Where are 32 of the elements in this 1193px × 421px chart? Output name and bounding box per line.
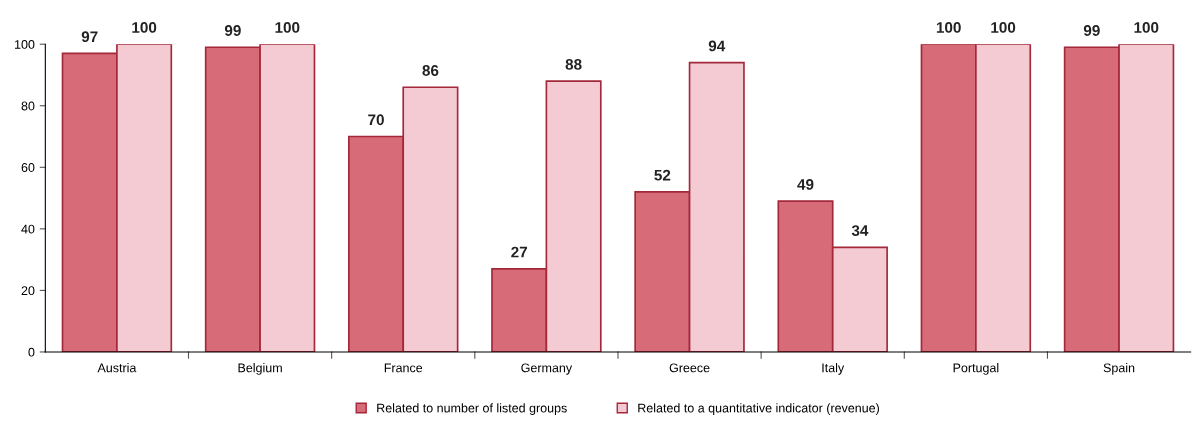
data-label: 49: [797, 178, 814, 190]
data-label: 100: [275, 22, 300, 33]
x-tick-label: Germany: [521, 363, 573, 375]
data-label: 100: [991, 22, 1016, 33]
data-label: 100: [1134, 22, 1159, 33]
x-tick-label: Belgium: [238, 363, 282, 375]
x-tick-label: Greece: [669, 363, 710, 373]
data-label: 100: [936, 22, 961, 33]
data-label: 97: [81, 31, 98, 43]
x-tick-label: France: [384, 363, 423, 373]
data-label: 88: [565, 58, 582, 70]
y-tick-label: 80: [21, 101, 35, 111]
y-tick-label: 100: [15, 40, 35, 49]
y-tick-label: 40: [21, 224, 35, 234]
data-label: 94: [708, 40, 726, 52]
data-label: 52: [654, 169, 671, 181]
data-label: 70: [368, 114, 384, 126]
legend-label: Related to a quantitative indicator (revenue): [638, 403, 879, 415]
data-label: 34: [851, 225, 869, 236]
data-label: 99: [224, 25, 241, 36]
y-tick-label: 0: [28, 347, 35, 357]
data-label: 86: [422, 65, 439, 76]
x-tick-label: Spain: [1103, 363, 1135, 375]
y-tick-label: 60: [21, 163, 35, 172]
data-label: 100: [132, 22, 157, 33]
y-tick-label: 20: [21, 286, 35, 296]
data-label: 27: [511, 246, 528, 258]
x-tick-label: Portugal: [953, 363, 999, 375]
data-label: 99: [1083, 25, 1100, 36]
x-tick-label: Austria: [97, 363, 137, 373]
legend-label: Related to number of listed groups: [377, 403, 567, 415]
x-tick-label: Italy: [822, 363, 845, 375]
